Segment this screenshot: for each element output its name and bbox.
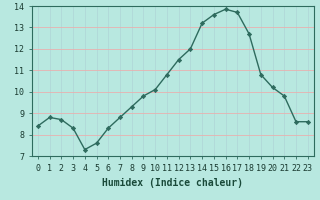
X-axis label: Humidex (Indice chaleur): Humidex (Indice chaleur) [102,178,243,188]
